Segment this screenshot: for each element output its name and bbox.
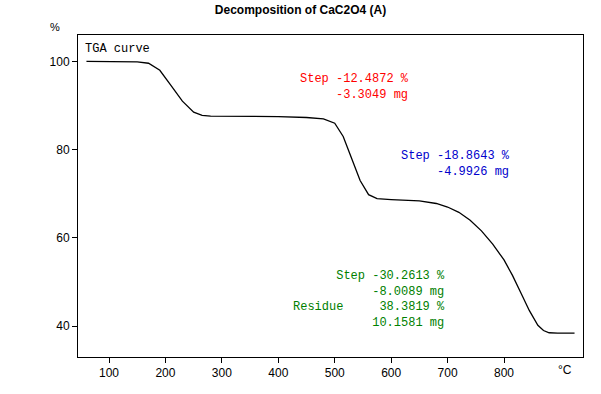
svg-text:100: 100 bbox=[99, 366, 119, 380]
svg-text:40: 40 bbox=[56, 319, 70, 333]
svg-text:80: 80 bbox=[56, 143, 70, 157]
svg-text:100: 100 bbox=[50, 55, 70, 69]
svg-text:300: 300 bbox=[212, 366, 232, 380]
svg-text:60: 60 bbox=[56, 231, 70, 245]
svg-text:Step -30.2613 %-8.0089 mgResid: Step -30.2613 %-8.0089 mgResidue 38.3819… bbox=[293, 269, 445, 330]
svg-text:800: 800 bbox=[494, 366, 514, 380]
svg-text:Step -18.8643 %-4.9926 mg: Step -18.8643 %-4.9926 mg bbox=[401, 149, 510, 179]
svg-text:500: 500 bbox=[325, 366, 345, 380]
svg-text:400: 400 bbox=[268, 366, 288, 380]
svg-text:600: 600 bbox=[381, 366, 401, 380]
svg-text:Step -12.4872 %-3.3049 mg: Step -12.4872 %-3.3049 mg bbox=[300, 72, 409, 102]
svg-text:TGA curve: TGA curve bbox=[85, 42, 150, 56]
svg-text:°C: °C bbox=[558, 363, 572, 377]
svg-text:%: % bbox=[50, 21, 60, 33]
svg-text:200: 200 bbox=[155, 366, 175, 380]
svg-text:700: 700 bbox=[438, 366, 458, 380]
svg-text:Decomposition of CaC2O4 (A): Decomposition of CaC2O4 (A) bbox=[215, 3, 386, 17]
